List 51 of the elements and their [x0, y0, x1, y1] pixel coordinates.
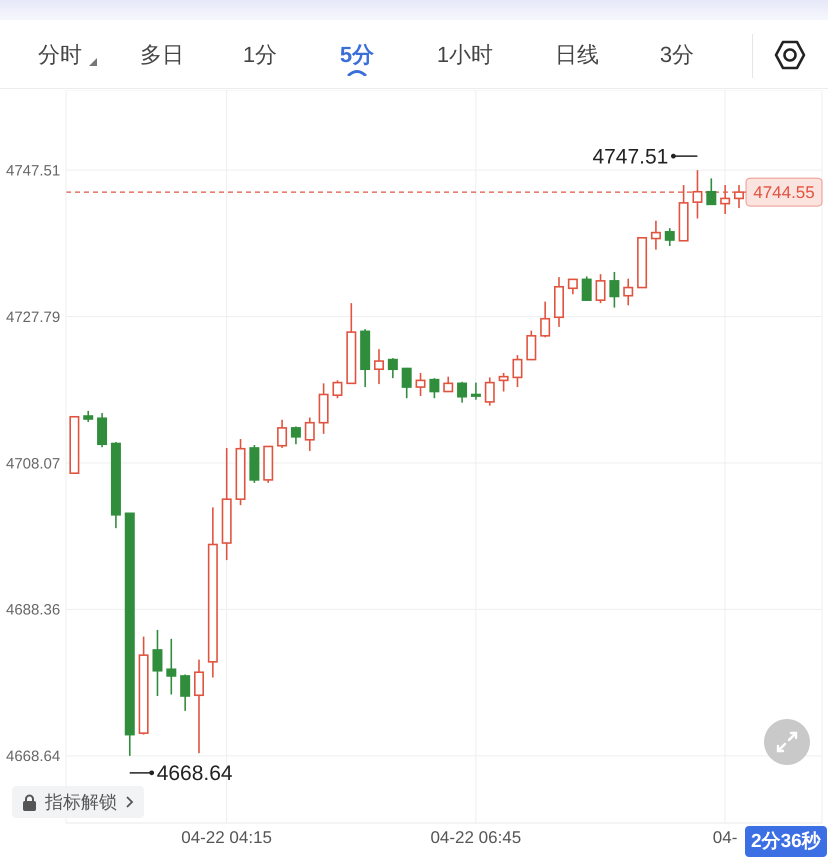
candlestick — [402, 366, 412, 399]
candlestick — [83, 410, 94, 423]
candlestick — [498, 372, 509, 392]
candlestick — [277, 418, 288, 449]
annotation: 4668.64 — [156, 762, 233, 786]
y-tick-label: 4688.36 — [6, 602, 60, 619]
candlestick — [512, 354, 522, 388]
text: 5分 — [340, 41, 374, 69]
candlestick — [443, 376, 454, 392]
candlestick — [416, 372, 426, 397]
candlestick — [304, 416, 315, 452]
candlestick — [540, 300, 550, 338]
x-tick-label: 04- — [712, 828, 738, 848]
x-tick-label: 04-22 06:45 — [430, 828, 522, 848]
text: 多日 — [140, 41, 184, 69]
candlestick — [152, 629, 162, 697]
candlestick — [194, 658, 204, 754]
text: 1小时 — [436, 41, 494, 69]
annotation: 4747.51 — [592, 145, 668, 168]
candlestick — [388, 357, 398, 379]
text: 3分 — [660, 41, 694, 69]
candlestick — [374, 348, 384, 385]
y-tick-label: 4727.79 — [6, 308, 60, 326]
candlestick — [623, 278, 634, 306]
y-tick-label: 4708.07 — [6, 455, 60, 472]
ref-line-label: 4744.55 — [753, 183, 815, 202]
candlestick — [429, 377, 440, 399]
button: 指标解锁 — [12, 786, 144, 818]
candlestick — [290, 426, 301, 446]
candlestick — [650, 220, 661, 250]
candlestick — [484, 376, 495, 406]
candlestick — [664, 227, 675, 247]
x-tick-label: 04-22 04:15 — [181, 828, 272, 848]
candlestick — [166, 638, 176, 696]
y-tick-label: 4747.51 — [6, 162, 60, 180]
annotation: 指标解锁 — [45, 791, 117, 813]
candlestick — [582, 276, 592, 301]
candlestick — [526, 330, 536, 362]
text: 1分 — [242, 41, 278, 69]
y-tick-label: 4668.64 — [6, 748, 60, 766]
candlestick — [457, 381, 468, 404]
candlestick — [180, 674, 190, 712]
candlestick — [596, 273, 606, 304]
candlestick — [470, 382, 481, 400]
countdown-badge: 2分36秒 — [745, 826, 827, 857]
candlestick — [706, 178, 716, 206]
text: 日线 — [555, 41, 599, 69]
candlestick — [332, 380, 342, 399]
candlestick — [568, 278, 578, 296]
candlestick — [609, 271, 620, 308]
text: 分时 — [38, 41, 82, 69]
